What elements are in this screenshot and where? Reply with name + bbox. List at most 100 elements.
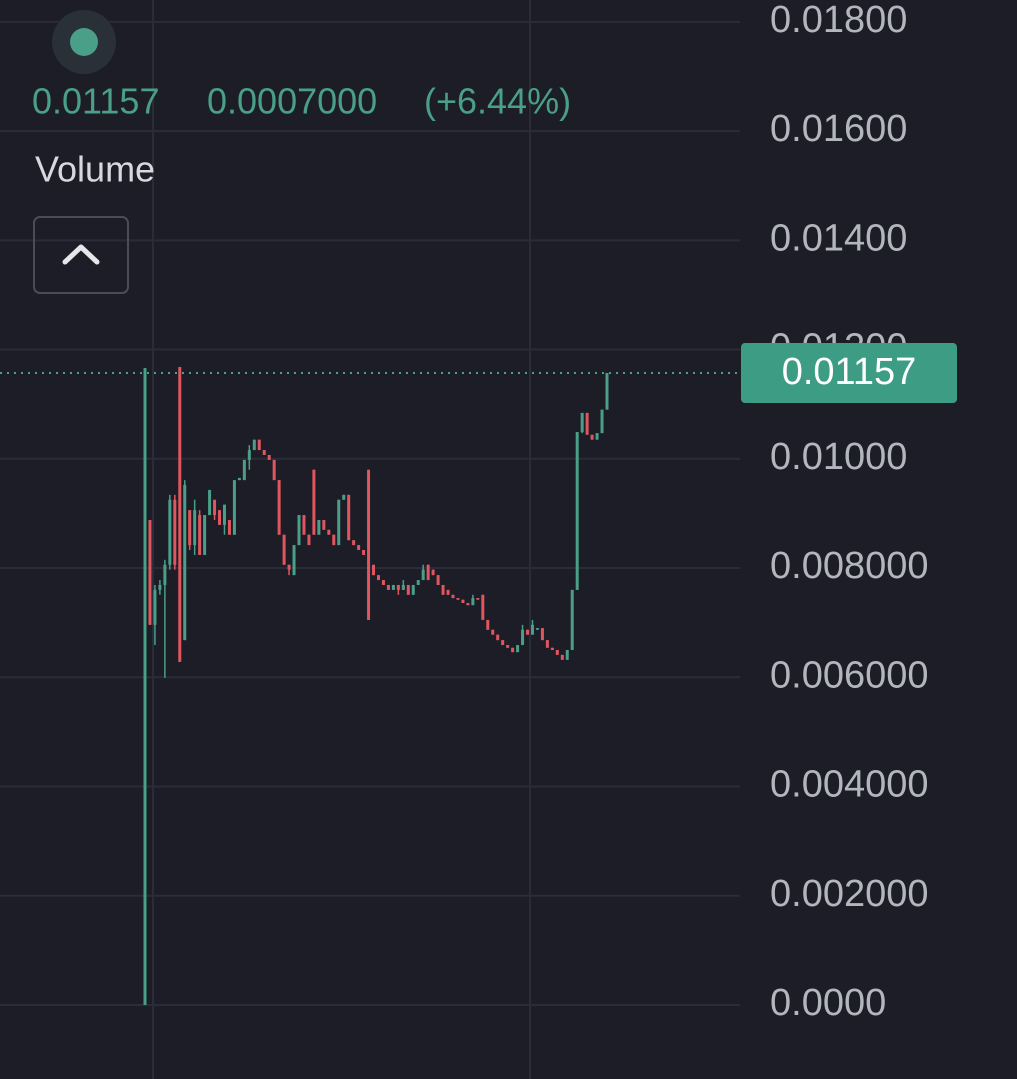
candle-body — [208, 489, 212, 516]
candle-body — [565, 649, 569, 660]
candle-body — [446, 589, 450, 595]
y-tick-label: 0.002000 — [770, 873, 929, 915]
candle-body — [396, 584, 400, 590]
candle-body — [466, 602, 470, 606]
candle-body — [173, 499, 177, 565]
y-tick-label: 0.01000 — [770, 436, 907, 478]
candle-body — [456, 598, 460, 600]
last-price-tag-label: 0.01157 — [782, 351, 917, 393]
candle-body — [461, 599, 465, 603]
collapse-button[interactable] — [33, 216, 129, 294]
candle-body — [322, 519, 326, 530]
candle-body — [416, 580, 420, 585]
candle-body — [436, 575, 440, 585]
candle-body — [426, 564, 430, 581]
y-tick-label: 0.01600 — [770, 108, 907, 150]
candle-body — [476, 598, 480, 600]
candle-body — [222, 504, 226, 525]
candle-body — [381, 580, 385, 585]
candle-body — [481, 594, 485, 620]
candle-body — [595, 433, 599, 440]
candle-body — [367, 469, 371, 620]
candle-body — [451, 594, 455, 599]
candle-body — [257, 439, 261, 451]
candle-body — [242, 459, 246, 481]
candle-body — [178, 367, 182, 662]
candle-body — [262, 450, 266, 455]
price-change-percent: (+6.44%) — [424, 81, 571, 122]
candle-body — [441, 584, 445, 595]
price-axis: 0.0000 0.002000 0.004000 0.006000 0.008000 0.… — [0, 0, 957, 1024]
candle-body — [506, 645, 510, 648]
candle-body — [312, 469, 316, 535]
candle-body — [292, 545, 296, 576]
candle-body — [421, 569, 425, 581]
candle-body — [218, 510, 222, 525]
y-tick-label: 0.008000 — [770, 545, 929, 587]
candle-body — [227, 519, 231, 535]
candle-body — [585, 412, 589, 435]
candle-body — [545, 640, 549, 648]
candle-body — [372, 564, 376, 576]
candle-body — [362, 550, 366, 555]
candle-body — [287, 564, 291, 570]
candle-body — [307, 534, 311, 546]
candle-body — [342, 494, 346, 500]
candle-body — [213, 499, 217, 516]
candle-body — [352, 540, 356, 546]
last-price: 0.01157 — [32, 81, 159, 122]
candle-body — [600, 409, 604, 434]
candle-body — [277, 480, 281, 535]
candle-body — [272, 459, 276, 481]
status-dot — [70, 28, 98, 56]
candle-body — [193, 510, 197, 546]
candle-body — [232, 480, 236, 535]
candle-body — [406, 584, 410, 595]
candle-body — [267, 454, 271, 460]
candle-body — [540, 628, 544, 641]
y-tick-label: 0.006000 — [770, 654, 929, 696]
candle-body — [386, 584, 390, 590]
candle-body — [337, 499, 341, 546]
y-tick-label: 0.0000 — [770, 982, 886, 1024]
candle-body — [501, 640, 505, 646]
candle-body — [590, 434, 594, 440]
chevron-up-icon — [62, 244, 100, 265]
candle-body — [401, 584, 405, 590]
candle-body — [143, 368, 147, 1005]
candle-body — [357, 545, 361, 551]
candle-body — [247, 450, 251, 460]
candle-body — [555, 649, 559, 655]
candle-body — [317, 519, 321, 535]
candle-body — [391, 584, 395, 590]
candle-body — [535, 628, 539, 630]
candle-body — [163, 564, 167, 585]
candle-body — [237, 477, 241, 481]
candle-body — [516, 645, 520, 653]
candle-body — [511, 647, 515, 653]
candle-body — [560, 654, 564, 660]
candles — [143, 367, 609, 1005]
candle-body — [496, 634, 500, 641]
candle-body — [347, 494, 351, 541]
price-change: 0.0007000 — [207, 81, 377, 122]
candle-body — [526, 629, 530, 635]
candle-body — [486, 619, 490, 630]
candle-body — [580, 412, 584, 433]
candle-body — [252, 439, 256, 451]
candle-body — [168, 499, 172, 565]
grid — [0, 20, 740, 1006]
candle-body — [188, 510, 192, 546]
candle-body — [148, 519, 152, 625]
candle-body — [297, 515, 301, 546]
y-tick-label: 0.01400 — [770, 217, 907, 259]
y-tick-label: 0.01800 — [770, 0, 907, 41]
candle-body — [471, 598, 475, 606]
candle-body — [376, 575, 380, 581]
candle-body — [575, 432, 579, 590]
candle-body — [203, 515, 207, 555]
candle-body — [183, 485, 187, 641]
candle-body — [198, 515, 202, 555]
